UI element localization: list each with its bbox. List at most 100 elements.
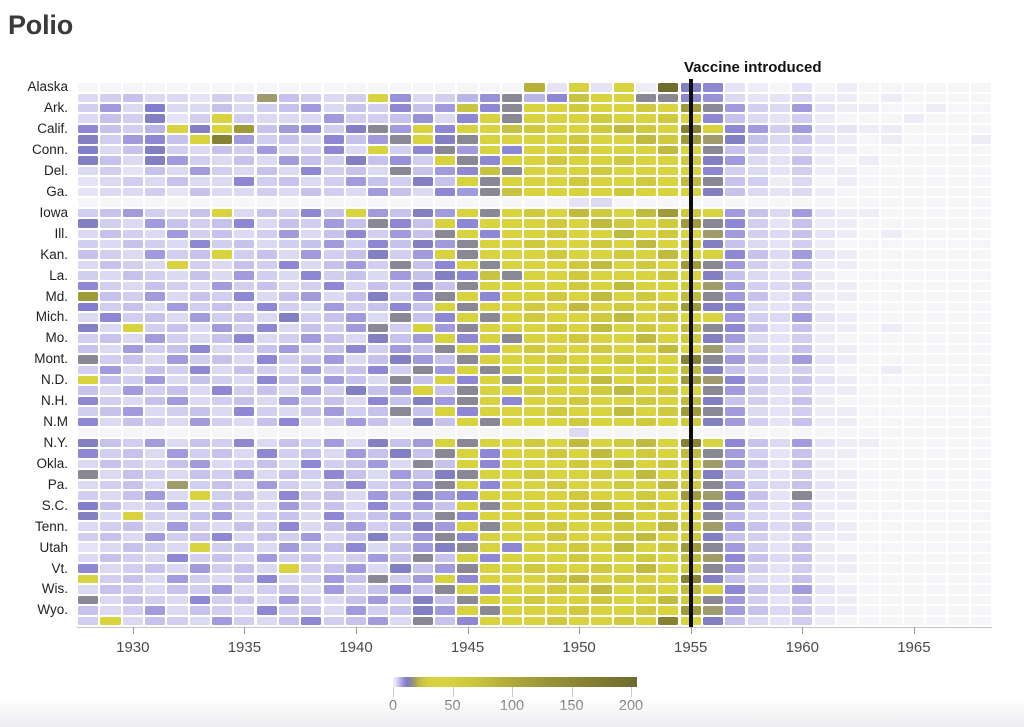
heatmap-cell bbox=[792, 585, 813, 594]
heatmap-cell bbox=[769, 344, 791, 353]
heatmap-cell bbox=[569, 480, 590, 489]
heatmap-cell bbox=[613, 470, 634, 479]
heatmap-cell bbox=[368, 250, 389, 259]
heatmap-cell bbox=[78, 522, 99, 531]
heatmap-cell bbox=[435, 219, 456, 228]
heatmap-cell bbox=[769, 532, 791, 542]
heatmap-cell bbox=[122, 417, 143, 427]
heatmap-cell bbox=[278, 375, 300, 385]
heatmap-cell bbox=[524, 177, 545, 186]
heatmap-cell bbox=[345, 83, 367, 92]
heatmap-cell bbox=[100, 375, 121, 385]
heatmap-cell bbox=[814, 574, 835, 584]
heatmap-cell bbox=[836, 114, 858, 123]
heatmap-cell bbox=[368, 470, 389, 479]
heatmap-cell bbox=[100, 271, 121, 280]
heatmap-cell bbox=[613, 491, 634, 500]
heatmap-cell bbox=[970, 375, 991, 385]
state-label: Tenn. bbox=[34, 518, 68, 534]
heatmap-cell bbox=[412, 334, 434, 343]
heatmap-cell bbox=[725, 365, 746, 374]
heatmap-cell bbox=[502, 187, 523, 197]
heatmap-cell bbox=[903, 250, 924, 259]
heatmap-cell bbox=[591, 124, 612, 134]
heatmap-cell bbox=[211, 522, 233, 531]
heatmap-cell bbox=[635, 344, 657, 353]
heatmap-cell bbox=[256, 145, 277, 155]
heatmap-cell bbox=[635, 239, 657, 249]
heatmap-cell bbox=[167, 177, 188, 186]
heatmap-cell bbox=[100, 501, 121, 510]
heatmap-cell bbox=[970, 491, 991, 500]
heatmap-cell bbox=[658, 396, 679, 406]
heatmap-cell bbox=[145, 103, 166, 113]
heatmap-cell bbox=[234, 522, 255, 531]
heatmap-cell bbox=[435, 428, 456, 437]
heatmap-cell bbox=[613, 135, 634, 144]
heatmap-cell bbox=[390, 606, 411, 615]
heatmap-cell bbox=[635, 511, 657, 521]
heatmap-cell bbox=[903, 375, 924, 385]
heatmap-cell bbox=[100, 103, 121, 113]
heatmap-cell bbox=[814, 323, 835, 333]
heatmap-cell bbox=[435, 501, 456, 510]
heatmap-cell bbox=[234, 480, 255, 489]
heatmap-cell bbox=[792, 239, 813, 249]
heatmap-cell bbox=[390, 585, 411, 594]
heatmap-cell bbox=[613, 292, 634, 301]
heatmap-cell bbox=[747, 616, 768, 625]
heatmap-cell bbox=[122, 260, 143, 270]
heatmap-cell bbox=[948, 198, 969, 207]
heatmap-cell bbox=[546, 564, 567, 573]
heatmap-cell bbox=[189, 334, 210, 343]
heatmap-cell bbox=[926, 260, 947, 270]
heatmap-cell bbox=[658, 386, 679, 395]
heatmap-cell bbox=[234, 156, 255, 165]
heatmap-cell bbox=[970, 396, 991, 406]
heatmap-cell bbox=[189, 208, 210, 217]
heatmap-cell bbox=[145, 281, 166, 291]
heatmap-cell bbox=[502, 595, 523, 605]
heatmap-cell bbox=[167, 114, 188, 123]
heatmap-cell bbox=[792, 208, 813, 217]
heatmap-cell bbox=[769, 595, 791, 605]
heatmap-cell bbox=[256, 198, 277, 207]
heatmap-cell bbox=[613, 522, 634, 531]
heatmap-cell bbox=[881, 396, 902, 406]
heatmap-cell bbox=[502, 344, 523, 353]
heatmap-cell bbox=[591, 616, 612, 625]
heatmap-cell bbox=[635, 281, 657, 291]
heatmap-cell bbox=[591, 334, 612, 343]
heatmap-cell bbox=[390, 177, 411, 186]
heatmap-cell bbox=[926, 323, 947, 333]
heatmap-cell bbox=[836, 334, 858, 343]
heatmap-cell bbox=[769, 574, 791, 584]
heatmap-cell bbox=[569, 271, 590, 280]
heatmap-cell bbox=[569, 239, 590, 249]
heatmap-cell bbox=[122, 595, 143, 605]
heatmap-cell bbox=[725, 135, 746, 144]
heatmap-cell bbox=[859, 564, 880, 573]
heatmap-cell bbox=[702, 606, 724, 615]
heatmap-cell bbox=[881, 459, 902, 469]
heatmap-cell bbox=[368, 511, 389, 521]
heatmap-cell bbox=[167, 585, 188, 594]
heatmap-cell bbox=[859, 355, 880, 364]
legend-tick bbox=[452, 678, 454, 697]
heatmap-cell bbox=[769, 83, 791, 92]
heatmap-cell bbox=[926, 83, 947, 92]
heatmap-cell bbox=[702, 407, 724, 416]
heatmap-cell bbox=[368, 323, 389, 333]
heatmap-cell bbox=[569, 543, 590, 552]
heatmap-cell bbox=[926, 511, 947, 521]
heatmap-cell bbox=[881, 511, 902, 521]
heatmap-cell bbox=[702, 208, 724, 217]
heatmap-cell bbox=[323, 574, 344, 584]
heatmap-cell bbox=[189, 417, 210, 427]
heatmap-cell bbox=[926, 532, 947, 542]
heatmap-cell bbox=[301, 417, 322, 427]
heatmap-cell bbox=[234, 334, 255, 343]
heatmap-cell bbox=[189, 292, 210, 301]
heatmap-cell bbox=[546, 532, 567, 542]
heatmap-cell bbox=[948, 124, 969, 134]
